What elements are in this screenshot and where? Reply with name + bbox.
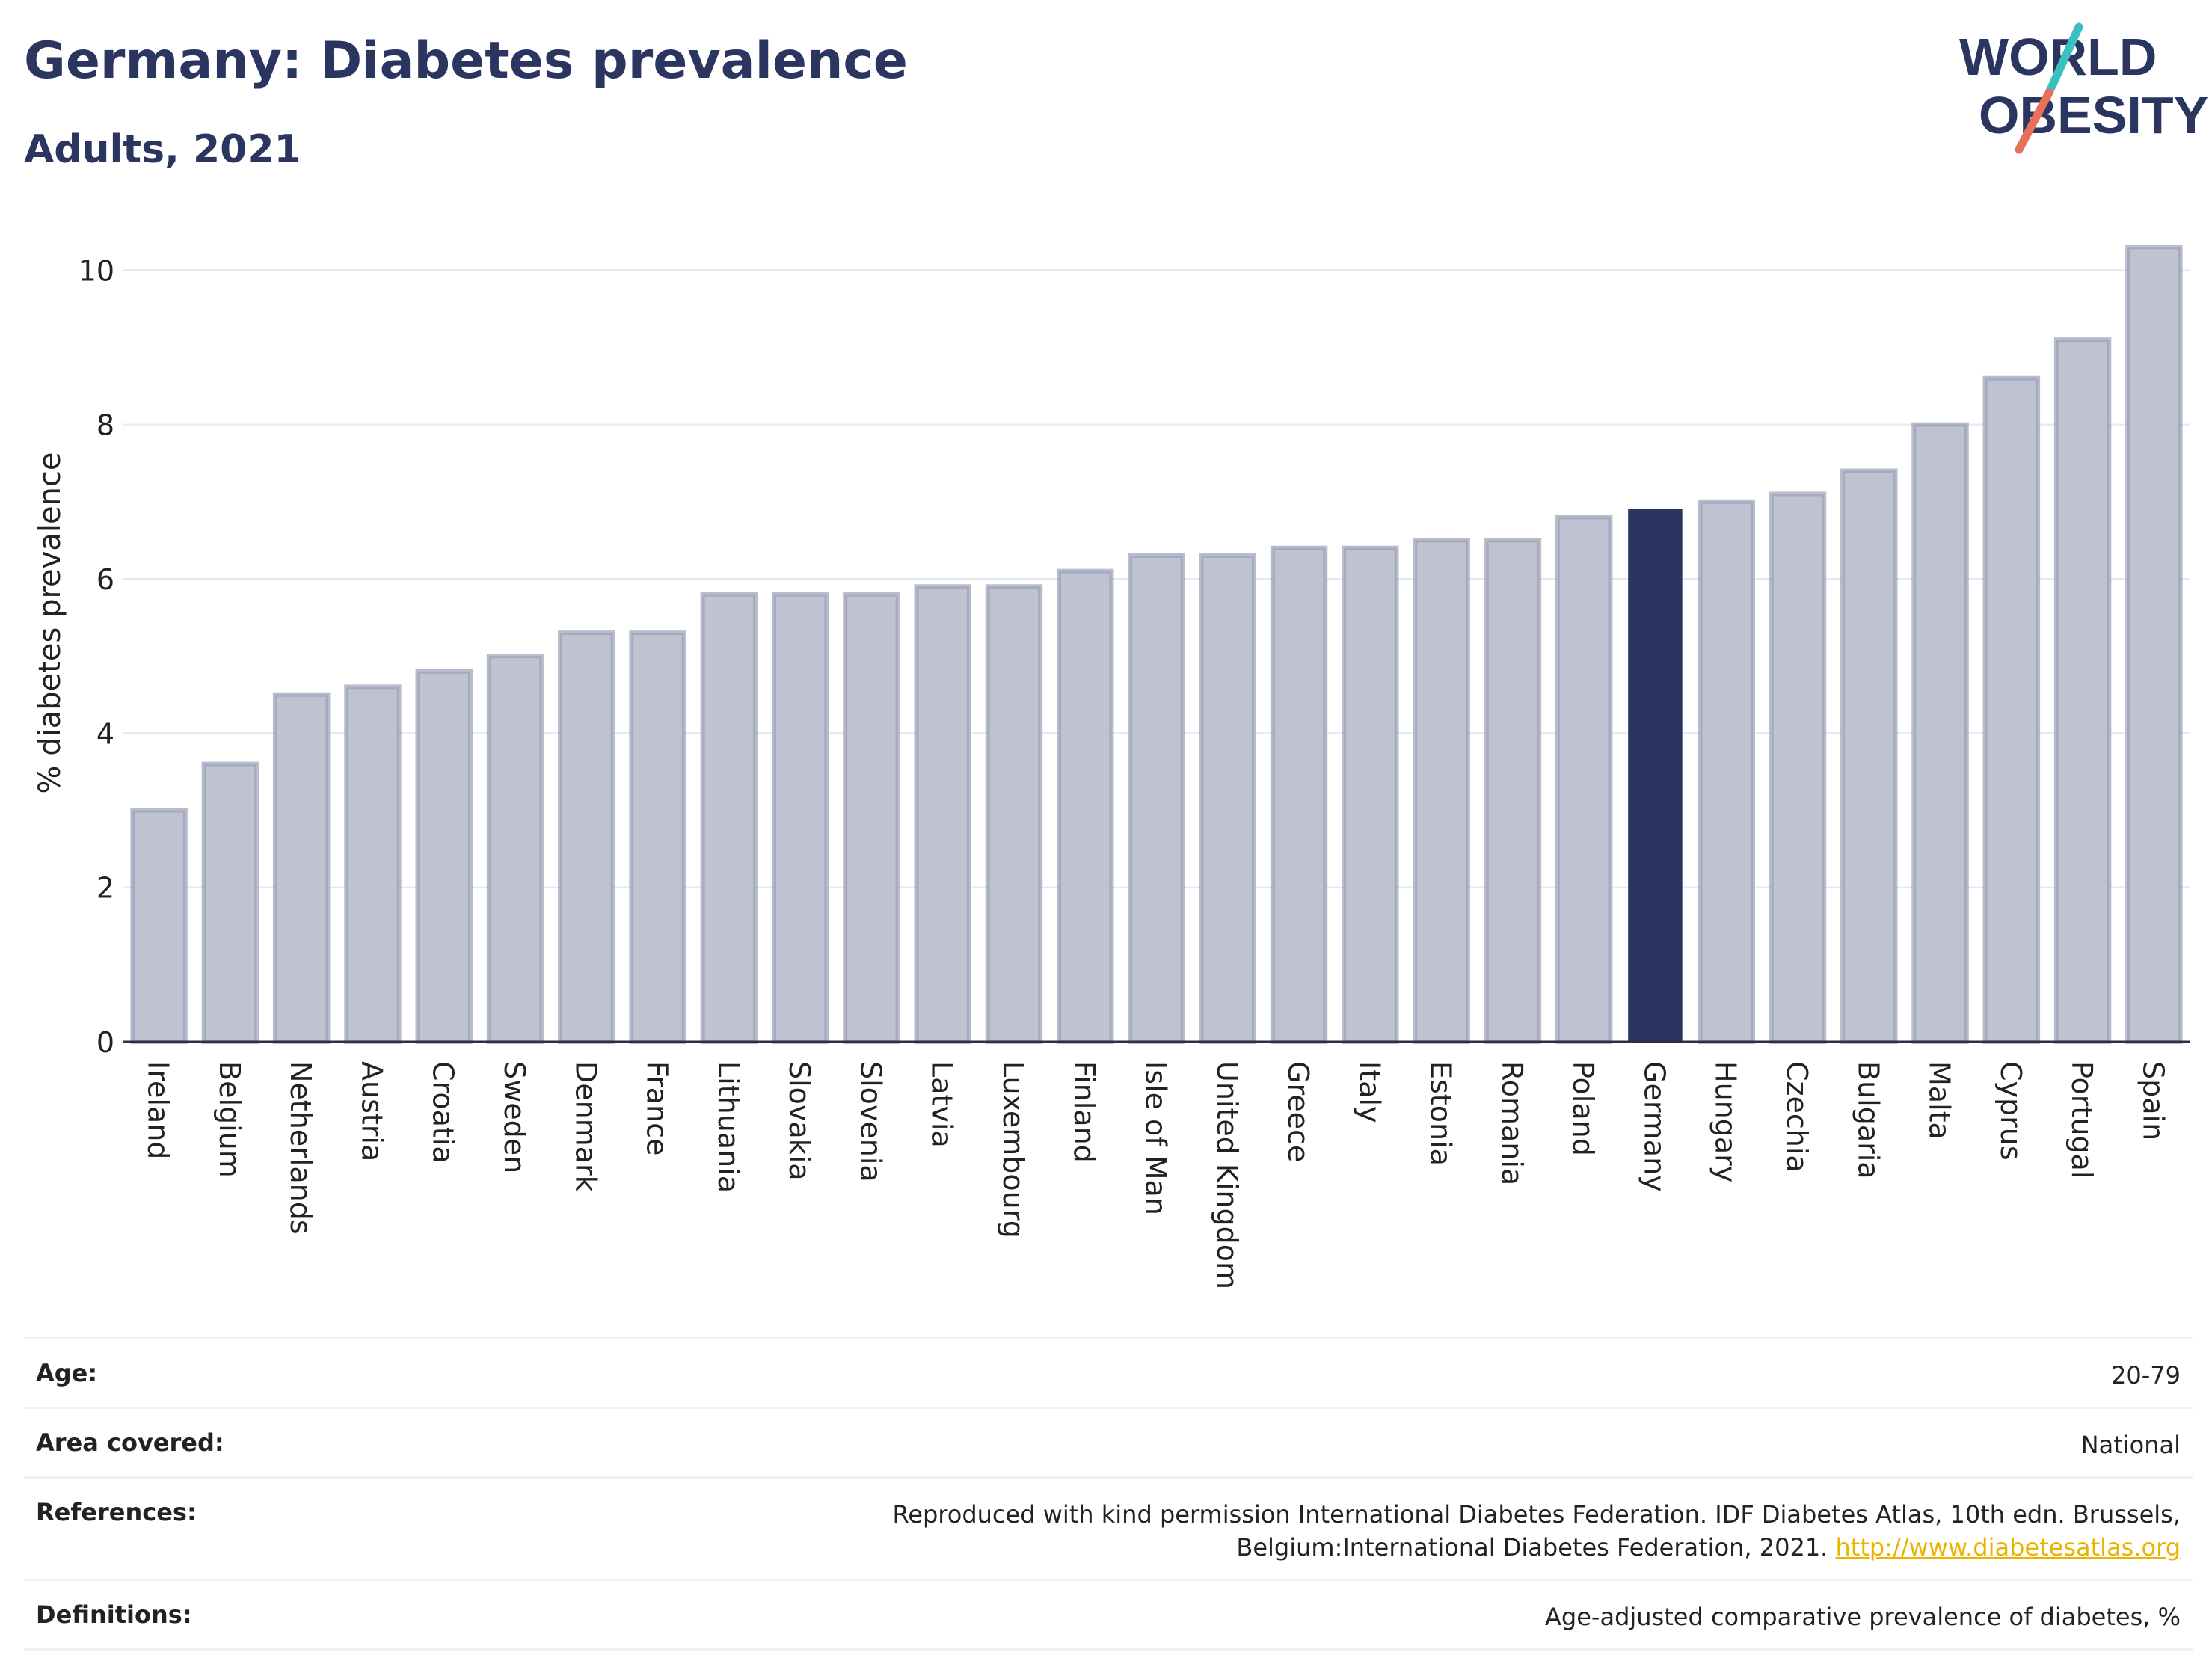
bar — [201, 761, 259, 1044]
x-tick-label: Italy — [1353, 1061, 1386, 1123]
x-tick-label: Sweden — [498, 1061, 531, 1173]
age-label: Age: — [36, 1359, 98, 1387]
logo-teal-stroke — [2044, 22, 2083, 97]
y-tick-label: 0 — [96, 1026, 114, 1059]
info-row-area: Area covered: National — [24, 1407, 2193, 1476]
bar — [1342, 545, 1399, 1044]
x-tick-label: Belgium — [213, 1061, 246, 1178]
bar — [344, 684, 402, 1045]
references-text: Reproduced with kind permission Internat… — [892, 1500, 2181, 1562]
bar — [1413, 538, 1470, 1044]
info-table: Age: 20-79 Area covered: National Refere… — [24, 1337, 2193, 1651]
bar — [486, 654, 544, 1044]
bar — [272, 692, 331, 1044]
y-tick-label: 8 — [96, 409, 114, 442]
chart-subtitle: Adults, 2021 — [24, 127, 301, 172]
age-value: 20-79 — [2111, 1361, 2181, 1390]
bar — [985, 584, 1043, 1044]
x-tick-label: Estonia — [1425, 1061, 1457, 1166]
y-tick-label: 6 — [96, 563, 114, 596]
bar — [1769, 491, 1827, 1044]
x-tick-label: United Kingdom — [1211, 1061, 1244, 1289]
x-tick-label: Netherlands — [284, 1061, 317, 1235]
bar — [843, 592, 900, 1044]
x-tick-label: Czechia — [1781, 1061, 1813, 1173]
x-tick-label: Lithuania — [712, 1061, 745, 1193]
references-value: Reproduced with kind permission Internat… — [648, 1498, 2181, 1564]
bar — [1911, 422, 1969, 1044]
bar — [1128, 553, 1185, 1044]
bar — [1555, 515, 1613, 1044]
area-label: Area covered: — [36, 1428, 224, 1457]
x-tick-label: Hungary — [1709, 1061, 1742, 1182]
info-row-age: Age: 20-79 — [24, 1337, 2193, 1407]
bar — [1982, 375, 2041, 1044]
x-tick-label: Greece — [1282, 1061, 1315, 1162]
bar — [700, 592, 758, 1044]
bar — [1270, 545, 1328, 1044]
definitions-value: Age-adjusted comparative prevalence of d… — [1545, 1603, 2181, 1631]
bar — [629, 630, 686, 1044]
bar-chart: 0 2 4 6 8 10 Ireland Belgium Netherlands Austria C… — [33, 245, 2190, 1289]
x-tick-label: Austria — [355, 1061, 388, 1161]
bar — [771, 592, 829, 1044]
bar — [415, 669, 473, 1044]
x-tick-label: Malta — [1923, 1061, 1956, 1140]
x-tick-label: Luxembourg — [997, 1061, 1030, 1238]
y-axis-label: % diabetes prevalence — [33, 452, 67, 793]
bar — [130, 808, 188, 1044]
y-tick-label: 4 — [96, 717, 114, 750]
x-tick-label: France — [641, 1061, 674, 1155]
chart-title: Germany: Diabetes prevalence — [24, 31, 908, 90]
x-tick-label: Slovenia — [854, 1061, 887, 1182]
y-tick-label: 2 — [96, 872, 114, 905]
x-tick-label: Latvia — [926, 1061, 959, 1148]
bar — [1056, 568, 1114, 1044]
x-tick-label: Romania — [1496, 1061, 1529, 1185]
x-tick-label: Croatia — [427, 1061, 460, 1164]
info-row-references: References: Reproduced with kind permiss… — [24, 1476, 2193, 1579]
bar — [1698, 499, 1755, 1044]
bar — [914, 584, 971, 1044]
x-tick-label: Finland — [1068, 1061, 1101, 1163]
x-tick-label: Denmark — [569, 1061, 602, 1192]
bar — [2125, 245, 2183, 1045]
logo-coral-stroke — [2015, 88, 2053, 154]
x-tick-label: Ireland — [142, 1061, 175, 1159]
definitions-label: Definitions: — [36, 1600, 192, 1629]
x-tick-label: Poland — [1567, 1061, 1600, 1156]
bar — [2053, 337, 2112, 1044]
x-tick-label: Cyprus — [1994, 1061, 2027, 1161]
bar — [1484, 538, 1542, 1044]
x-tick-label: Portugal — [2065, 1061, 2098, 1179]
references-label: References: — [36, 1498, 197, 1526]
bar — [1840, 468, 1898, 1044]
area-value: National — [2080, 1431, 2181, 1459]
references-link[interactable]: http://www.diabetesatlas.org — [1835, 1533, 2181, 1562]
bar — [1628, 509, 1683, 1043]
y-tick-label: 10 — [79, 254, 114, 287]
x-tick-label: Isle of Man — [1140, 1061, 1173, 1215]
x-tick-label: Spain — [2136, 1061, 2169, 1140]
logo-line2: OBESITY — [1979, 86, 2208, 144]
x-tick-label: Bulgaria — [1852, 1061, 1884, 1179]
bar — [1199, 553, 1257, 1044]
bars — [130, 245, 2183, 1045]
info-row-definitions: Definitions: Age-adjusted comparative pr… — [24, 1579, 2193, 1651]
tick-labels: 0 2 4 6 8 10 Ireland Belgium Netherlands Austria C… — [79, 254, 2170, 1289]
x-tick-label: Germany — [1638, 1061, 1671, 1192]
x-tick-label: Slovakia — [783, 1061, 816, 1181]
world-obesity-logo: WORLD OBESITY — [1959, 21, 2208, 163]
bar — [558, 630, 615, 1044]
